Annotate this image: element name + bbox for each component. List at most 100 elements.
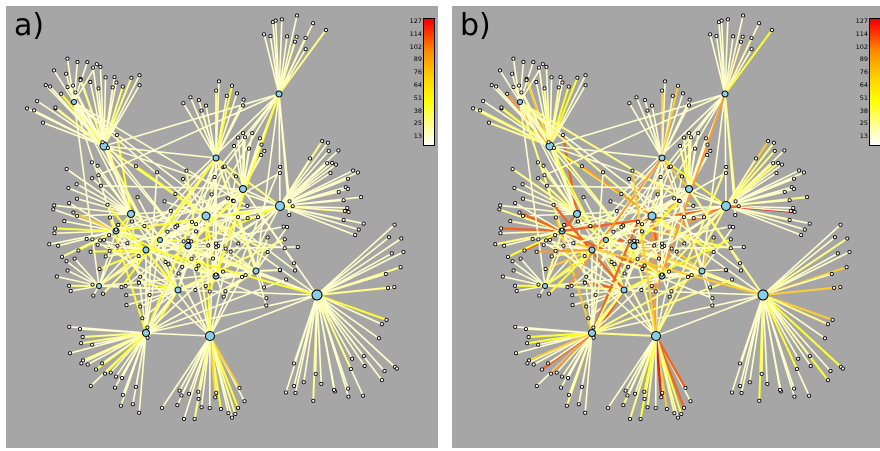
leaf-node: [346, 394, 351, 399]
graph-edge: [549, 76, 553, 147]
graph-edge: [73, 101, 146, 227]
graph-edge: [623, 289, 764, 296]
leaf-node: [551, 202, 556, 207]
graph-edge: [591, 294, 764, 334]
network-graph-a: [25, 13, 406, 422]
graph-edge: [91, 238, 179, 291]
leaf-node: [682, 241, 687, 246]
leaf-node: [66, 185, 71, 190]
leaf-node: [521, 59, 526, 64]
leaf-node: [782, 189, 787, 194]
leaf-node: [556, 85, 561, 90]
hub-node: [142, 246, 150, 254]
leaf-node: [514, 289, 519, 294]
leaf-node: [52, 231, 57, 236]
leaf-node: [193, 288, 198, 293]
graph-edge: [571, 289, 625, 306]
leaf-node: [163, 259, 168, 264]
graph-edge: [526, 332, 593, 345]
leaf-node: [155, 170, 160, 175]
leaf-node: [582, 254, 587, 259]
graph-edge: [89, 249, 147, 253]
leaf-node: [541, 242, 546, 247]
graph-edge: [724, 35, 734, 95]
colorbar-tick-label: 25: [859, 119, 868, 128]
graph-edge: [73, 101, 132, 215]
leaf-node: [383, 272, 388, 277]
leaf-node: [108, 370, 113, 375]
leaf-node: [194, 266, 199, 271]
leaf-node: [136, 254, 141, 259]
graph-edge: [725, 205, 802, 236]
leaf-node: [632, 238, 637, 243]
leaf-node: [176, 271, 181, 276]
graph-edge: [519, 101, 653, 217]
graph-edge: [562, 205, 727, 247]
leaf-node: [570, 303, 575, 308]
leaf-node: [711, 250, 716, 255]
leaf-node: [32, 108, 37, 113]
leaf-node: [730, 277, 735, 282]
graph-edge: [762, 237, 849, 296]
colorbar-tick-label: 102: [855, 42, 868, 51]
leaf-node: [517, 83, 522, 88]
leaf-node: [652, 243, 657, 248]
graph-edge: [605, 239, 663, 277]
leaf-node: [259, 142, 264, 147]
leaf-node: [105, 145, 110, 150]
network-graph-b: [471, 13, 852, 422]
leaf-node: [48, 84, 53, 89]
leaf-node: [386, 235, 391, 240]
leaf-node: [689, 135, 694, 140]
leaf-node: [184, 168, 189, 173]
leaf-node: [536, 282, 541, 287]
leaf-node: [494, 84, 499, 89]
graph-edge: [103, 145, 217, 159]
leaf-node: [526, 335, 531, 340]
graph-edge: [177, 289, 318, 296]
graph-edge: [263, 33, 280, 95]
leaf-node: [91, 293, 96, 298]
leaf-node: [522, 248, 527, 253]
graph-edge: [73, 257, 100, 287]
graph-edge: [242, 136, 246, 190]
leaf-node: [91, 65, 96, 70]
leaf-node: [214, 245, 219, 250]
leaf-node: [162, 199, 167, 204]
leaf-node: [51, 68, 56, 73]
graph-edge: [278, 93, 281, 207]
graph-edge: [145, 332, 211, 337]
graph-edge: [519, 257, 546, 287]
graph-edge: [762, 294, 829, 326]
leaf-node: [844, 265, 849, 270]
leaf-node: [51, 207, 56, 212]
leaf-node: [291, 261, 296, 266]
leaf-node: [241, 97, 246, 102]
graph-edge: [748, 294, 764, 384]
graph-edge: [537, 238, 625, 291]
leaf-node: [392, 222, 397, 227]
graph-edge: [242, 188, 295, 265]
leaf-node: [708, 285, 713, 290]
leaf-node: [782, 148, 787, 153]
graph-edge: [103, 145, 179, 291]
leaf-node: [137, 73, 142, 78]
leaf-node: [747, 380, 752, 385]
graph-edge: [762, 294, 781, 391]
graph-edge: [607, 335, 657, 409]
colorbar-tick-label: 76: [413, 68, 422, 77]
leaf-node: [293, 391, 298, 396]
leaf-node: [311, 398, 316, 403]
leaf-node: [626, 264, 631, 269]
leaf-node: [207, 406, 212, 411]
graph-edge: [73, 101, 296, 272]
leaf-node: [359, 195, 364, 200]
leaf-node: [838, 222, 843, 227]
leaf-node: [71, 83, 76, 88]
graph-edge: [688, 188, 741, 265]
leaf-node: [75, 59, 80, 64]
graph-edge: [519, 101, 742, 272]
graph-edge: [316, 294, 383, 326]
graph-edge: [316, 294, 365, 357]
graph-edge: [316, 294, 323, 385]
